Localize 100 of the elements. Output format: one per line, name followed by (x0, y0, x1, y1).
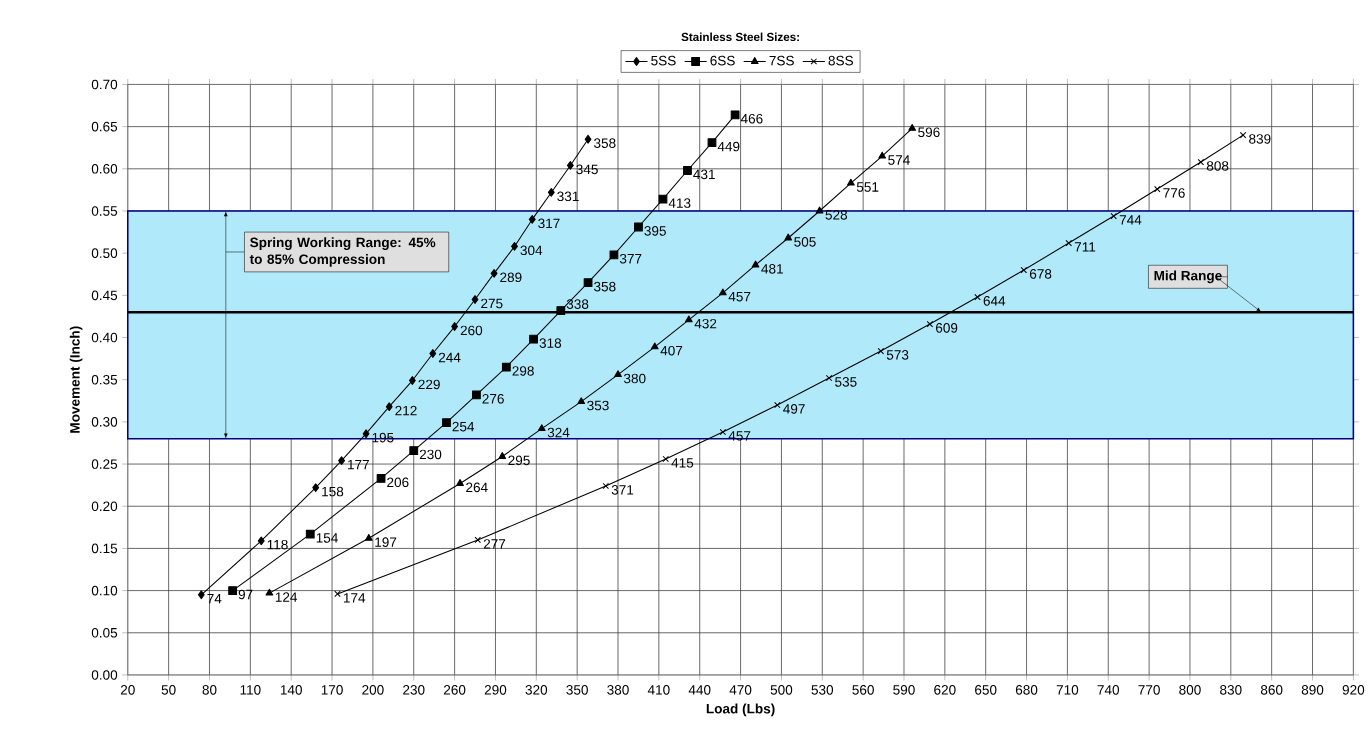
annotation: 304 (520, 245, 543, 256)
annotation: 289 (500, 272, 522, 283)
x-tick-label: 50 (161, 685, 176, 695)
point (442, 418, 451, 428)
annotation: 497 (783, 404, 805, 414)
point (547, 188, 555, 197)
y-tick-label: 0.15 (91, 543, 118, 554)
annotation: 244 (438, 352, 461, 363)
point (474, 536, 482, 544)
x-tick-label: 680 (1015, 685, 1038, 695)
x-tick-label: 380 (607, 685, 629, 695)
x-tick-label: 800 (1179, 685, 1201, 695)
annotation: 298 (512, 366, 534, 376)
annotation: 345 (576, 164, 598, 175)
x-tick-label: 590 (893, 685, 915, 695)
point (1020, 266, 1028, 274)
legend-label: 7SS (769, 55, 794, 66)
point (751, 260, 760, 268)
annotation: 276 (482, 393, 504, 404)
annotation: 154 (316, 533, 338, 543)
x-tick-label: 440 (688, 685, 711, 695)
annotation: 118 (267, 539, 288, 550)
annotation: 158 (322, 486, 344, 497)
x-tick-label: 620 (934, 685, 956, 695)
annotation: 407 (660, 345, 683, 356)
point (650, 342, 659, 350)
point (257, 536, 265, 546)
x-tick-label: 740 (1097, 685, 1120, 695)
point (684, 315, 693, 323)
y-tick-label: 0.05 (91, 627, 118, 638)
x-tick-label: 920 (1342, 685, 1365, 695)
point (577, 397, 586, 405)
y-axis-title: Movement (Inch) (69, 326, 83, 433)
x-tick-label: 110 (240, 685, 261, 695)
annotation: 338 (566, 299, 589, 309)
point (556, 306, 566, 315)
point (376, 474, 386, 483)
annotation: 324 (547, 427, 570, 438)
annotation: 358 (593, 281, 616, 292)
point (825, 374, 833, 382)
x-tick-label: 470 (729, 685, 752, 695)
x-tick-label: 710 (1056, 685, 1079, 695)
point (583, 278, 593, 288)
legend-label: 6SS (710, 55, 735, 66)
y-tick-label: 0.55 (91, 206, 118, 216)
legend-label: 8SS (828, 55, 853, 66)
annotation: 124 (275, 592, 298, 602)
point (614, 370, 622, 378)
point (683, 166, 692, 175)
x-tick-label: 20 (120, 685, 135, 695)
x-tick-label: 290 (484, 685, 507, 695)
annotation: 395 (644, 226, 666, 236)
annotation: 212 (395, 405, 417, 416)
annotation: 839 (1249, 134, 1271, 144)
annotation: 371 (611, 485, 634, 495)
point (471, 295, 479, 304)
annotation: 260 (460, 325, 483, 336)
point (456, 479, 464, 486)
annotation: 457 (728, 291, 751, 302)
point (1197, 158, 1205, 166)
annotation: 230 (419, 449, 442, 460)
annotation: 318 (539, 338, 562, 348)
point (305, 529, 315, 539)
x-tick-label: 350 (566, 685, 588, 695)
point (784, 233, 793, 241)
y-tick-label: 0.40 (91, 332, 118, 343)
point (429, 349, 437, 358)
point (719, 428, 727, 436)
annotation: 609 (935, 323, 958, 333)
annotation: 431 (693, 169, 715, 180)
annotation: 744 (1119, 215, 1142, 225)
annotation: 254 (452, 421, 475, 432)
annotation: 331 (557, 191, 579, 202)
x-tick-label: 260 (443, 685, 466, 695)
point (451, 322, 459, 331)
annotation: 466 (740, 113, 763, 124)
point (338, 456, 345, 466)
point (634, 222, 643, 232)
point (584, 134, 592, 144)
annotation: 295 (508, 455, 530, 466)
annotation: 174 (343, 593, 366, 603)
x-tick-label: 530 (811, 685, 834, 695)
annotation: 197 (375, 537, 397, 547)
annotation: 644 (983, 296, 1006, 306)
point (718, 288, 727, 296)
annotation: 596 (918, 127, 940, 138)
point (908, 123, 917, 131)
annotation: 317 (538, 218, 560, 229)
point (197, 590, 205, 600)
point (498, 452, 507, 459)
x-tick-label: 830 (1220, 685, 1242, 695)
point (501, 362, 511, 372)
point (602, 482, 610, 490)
x-tick-label: 230 (403, 685, 425, 695)
point (609, 250, 619, 260)
y-tick-label: 0.00 (91, 670, 118, 680)
point (1065, 239, 1073, 247)
x-tick-label: 80 (202, 685, 217, 695)
point (362, 429, 370, 439)
ref-line-label: Mid Range (1154, 270, 1222, 284)
